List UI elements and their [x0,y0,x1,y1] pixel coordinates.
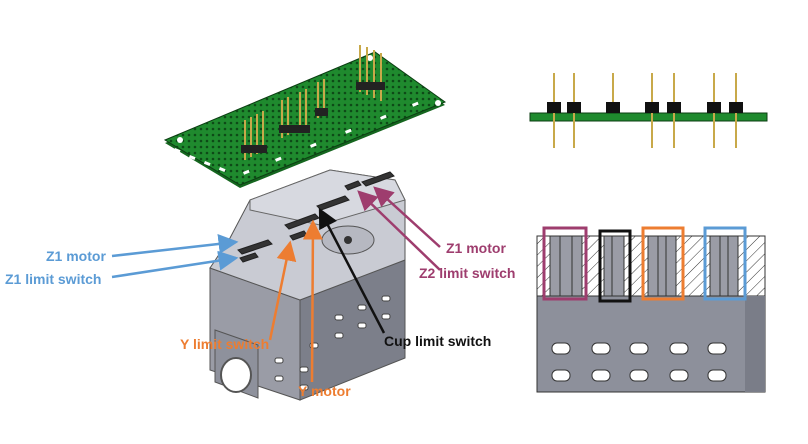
label-y-limit-switch: Y limit switch [180,336,270,352]
pcb-board [163,45,447,188]
z1-highlight-box [703,226,747,301]
label-y-motor: Y motor [298,383,351,399]
housing [209,169,406,401]
label-z1-limit-switch: Z1 limit switch [5,271,102,287]
y-highlight-box [641,226,685,301]
label-cup-limit-switch: Cup limit switch [384,333,492,349]
pcb-side-view [529,73,768,148]
cup-highlight-box [598,229,632,303]
callout-arrows [111,186,441,383]
label-z2-limit-switch: Z2 limit switch [419,265,516,281]
housing-section-view [536,226,766,393]
label-z1-motor-right: Z1 motor [446,240,506,256]
label-z1-motor: Z1 motor [46,248,106,264]
z-highlight-box [542,226,588,301]
